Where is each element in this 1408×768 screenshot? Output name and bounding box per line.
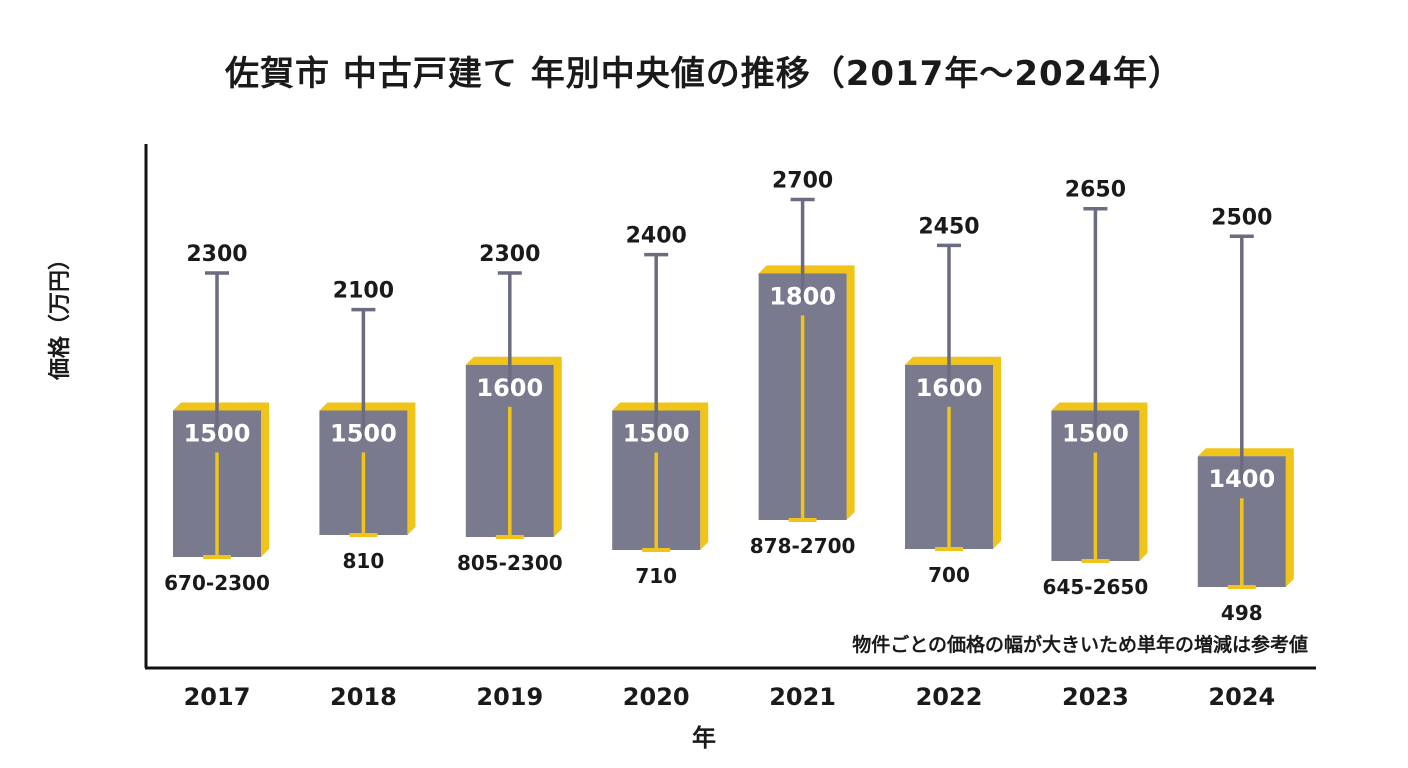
median-value-label: 1500 — [184, 420, 251, 448]
x-tick-label: 2023 — [1062, 683, 1129, 711]
min-value-label: 700 — [928, 563, 970, 587]
max-value-label: 2400 — [626, 224, 687, 249]
x-tick-label: 2024 — [1208, 683, 1275, 711]
min-value-label: 645-2650 — [1043, 575, 1149, 599]
max-value-label: 2100 — [333, 279, 394, 304]
median-value-label: 1600 — [476, 374, 543, 402]
max-value-label: 2650 — [1065, 178, 1126, 203]
median-value-label: 1500 — [330, 420, 397, 448]
median-value-label: 1500 — [623, 420, 690, 448]
x-axis-label: 年 — [692, 724, 716, 752]
x-tick-label: 2019 — [476, 683, 543, 711]
x-tick-label: 2020 — [623, 683, 690, 711]
max-value-label: 2300 — [479, 242, 540, 267]
x-tick-label: 2021 — [769, 683, 836, 711]
min-value-label: 498 — [1221, 601, 1263, 625]
x-tick-label: 2018 — [330, 683, 397, 711]
min-value-label: 710 — [635, 564, 677, 588]
min-value-label: 878-2700 — [750, 534, 856, 558]
x-tick-label: 2022 — [916, 683, 983, 711]
max-value-label: 2300 — [186, 242, 247, 267]
chart-title: 佐賀市 中古戸建て 年別中央値の推移（2017年〜2024年） — [225, 54, 1183, 94]
max-value-label: 2450 — [918, 214, 979, 239]
median-value-label: 1400 — [1208, 465, 1275, 493]
min-value-label: 670-2300 — [164, 571, 270, 595]
chart-annotation: 物件ごとの価格の幅が大きいため単年の増減は参考値 — [852, 634, 1308, 656]
max-value-label: 2700 — [772, 169, 833, 194]
min-value-label: 805-2300 — [457, 551, 563, 575]
min-value-label: 810 — [343, 549, 385, 573]
median-value-label: 1800 — [769, 282, 836, 310]
max-value-label: 2500 — [1211, 205, 1272, 230]
median-value-label: 1600 — [916, 374, 983, 402]
x-tick-label: 2017 — [184, 683, 251, 711]
median-value-label: 1500 — [1062, 420, 1129, 448]
